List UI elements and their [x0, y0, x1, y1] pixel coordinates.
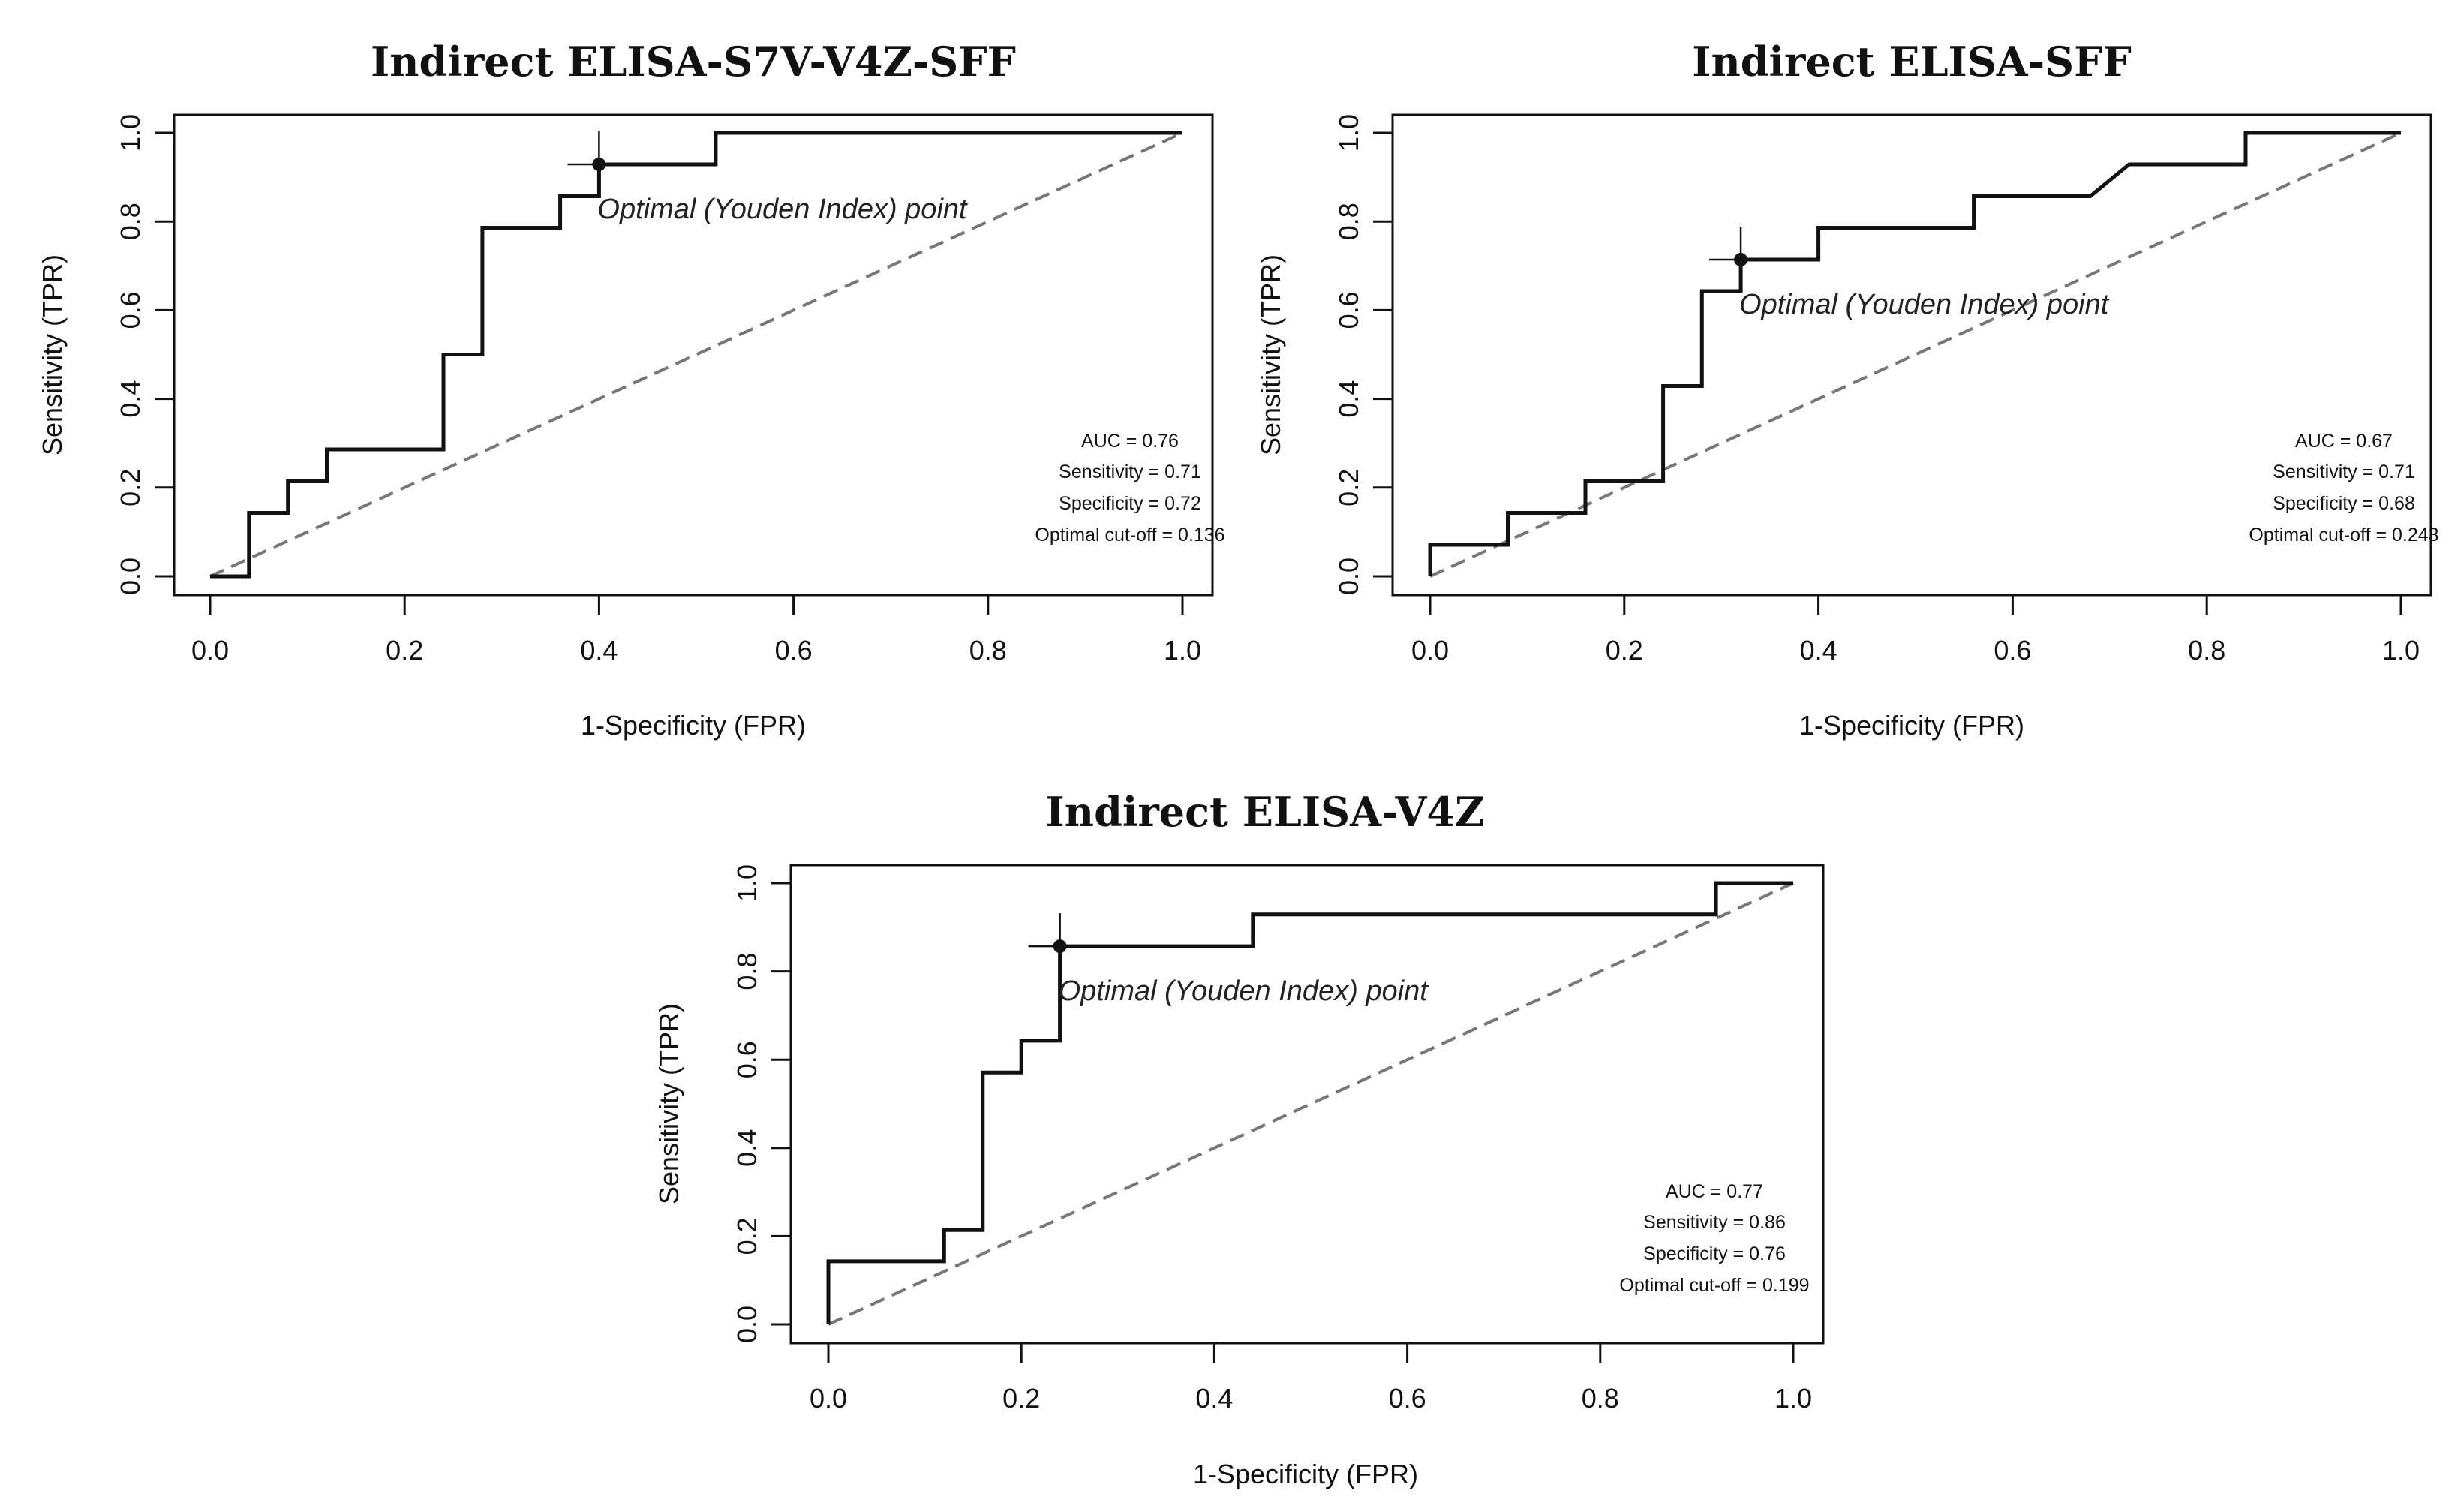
chart-title: Indirect ELISA-V4Z: [1046, 788, 1485, 836]
stat-cutoff: Optimal cut-off = 0.136: [1035, 525, 1224, 546]
x-tick-label: 0.4: [1195, 1383, 1233, 1414]
chart-title: Indirect ELISA-SFF: [1692, 38, 2132, 86]
optimal-point: [1734, 253, 1748, 267]
x-axis-label: 1-Specificity (FPR): [1799, 710, 2024, 741]
y-axis: 0.0 0.2 0.4 0.6 0.8 1.0: [115, 114, 174, 595]
x-axis-label: 1-Specificity (FPR): [1193, 1459, 1418, 1489]
plot-frame: [1391, 113, 2432, 597]
chance-line: [1429, 131, 2402, 578]
y-axis: 0.0 0.2 0.4 0.6 0.8 1.0: [1333, 114, 1393, 595]
stat-sensitivity: Sensitivity = 0.71: [1059, 461, 1201, 482]
y-axis-label: Sensitivity (TPR): [654, 1003, 684, 1204]
y-tick-label: 0.8: [1333, 203, 1364, 240]
y-axis-label: Sensitivity (TPR): [1255, 254, 1286, 455]
x-tick-label: 0.8: [1582, 1383, 1619, 1414]
y-axis-label: Sensitivity (TPR): [37, 254, 68, 455]
y-tick-label: 0.0: [115, 558, 146, 595]
optimal-point-marker: [1709, 227, 1773, 293]
y-tick-label: 0.4: [732, 1129, 762, 1167]
stat-cutoff: Optimal cut-off = 0.199: [1619, 1275, 1809, 1296]
x-axis-label: 1-Specificity (FPR): [581, 710, 806, 741]
optimal-point-marker: [1028, 913, 1092, 980]
stat-sensitivity: Sensitivity = 0.71: [2273, 461, 2415, 482]
y-tick-label: 0.4: [115, 380, 146, 418]
x-tick-label: 0.6: [775, 635, 813, 666]
y-tick-label: 0.6: [732, 1041, 762, 1078]
chance-line: [209, 131, 1183, 578]
y-tick-label: 0.0: [1333, 558, 1364, 595]
y-tick-label: 0.6: [115, 291, 146, 329]
optimal-point: [1053, 939, 1067, 954]
chance-line: [828, 882, 1794, 1326]
plot-frame: [789, 864, 1825, 1345]
y-tick-label: 0.8: [732, 953, 762, 990]
stat-specificity: Specificity = 0.68: [2273, 493, 2415, 514]
x-tick-label: 1.0: [1164, 635, 1201, 666]
stats-box: AUC = 0.67 Sensitivity = 0.71 Specificit…: [2249, 431, 2438, 546]
plot-frame: [173, 113, 1214, 597]
x-tick-label: 0.8: [969, 635, 1007, 666]
y-tick-label: 0.8: [115, 203, 146, 240]
y-tick-label: 1.0: [1333, 114, 1364, 152]
stat-cutoff: Optimal cut-off = 0.243: [2249, 525, 2438, 546]
y-tick-label: 0.0: [732, 1306, 762, 1343]
optimal-point-label: Optimal (Youden Index) point: [1059, 975, 1429, 1007]
stat-sensitivity: Sensitivity = 0.86: [1643, 1212, 1786, 1233]
x-tick-label: 0.0: [810, 1383, 847, 1414]
x-tick-label: 0.0: [191, 635, 229, 666]
roc-curve: [826, 881, 1793, 1324]
chart-panel-v4z: Indirect ELISA-V4Z 0.0 0.2 0.4 0.6 0.8 1.0 0.…: [654, 788, 1825, 1489]
y-axis: 0.0 0.2 0.4 0.6 0.8 1.0: [732, 864, 791, 1343]
x-tick-label: 0.6: [1389, 1383, 1426, 1414]
stats-box: AUC = 0.77 Sensitivity = 0.86 Specificit…: [1619, 1181, 1809, 1296]
x-tick-label: 1.0: [1774, 1383, 1812, 1414]
optimal-point: [592, 157, 606, 171]
stat-auc: AUC = 0.67: [2295, 431, 2393, 452]
x-tick-label: 0.2: [1002, 1383, 1040, 1414]
stat-auc: AUC = 0.77: [1666, 1181, 1763, 1202]
x-tick-label: 0.4: [580, 635, 618, 666]
optimal-point-label: Optimal (Youden Index) point: [1739, 289, 2110, 320]
stat-specificity: Specificity = 0.72: [1059, 493, 1201, 514]
chart-title: Indirect ELISA-S7V-V4Z-SFF: [371, 38, 1016, 86]
chart-panel-s7v-v4z-sff: Indirect ELISA-S7V-V4Z-SFF 0.00.20.40.60…: [37, 38, 1225, 741]
optimal-point-label: Optimal (Youden Index) point: [597, 194, 968, 225]
y-tick-label: 0.4: [1333, 380, 1364, 418]
y-tick-label: 0.2: [115, 469, 146, 507]
stats-box: AUC = 0.76 Sensitivity = 0.71 Specificit…: [1035, 431, 1224, 546]
x-tick-label: 0.0: [1411, 635, 1449, 666]
chart-panel-sff: Indirect ELISA-SFF 0.0 0.2 0.4 0.6 0.8 1.0 0.…: [1255, 38, 2439, 741]
x-tick-label: 0.2: [386, 635, 423, 666]
y-tick-label: 1.0: [115, 114, 146, 152]
y-tick-label: 0.2: [1333, 469, 1364, 507]
x-axis: 0.0 0.2 0.4 0.6 0.8 1.0: [810, 1343, 1812, 1414]
x-axis: 0.0 0.2 0.4 0.6 0.8 1.0: [1411, 595, 2420, 666]
x-tick-label: 0.8: [2188, 635, 2225, 666]
x-tick-label: 0.6: [1994, 635, 2031, 666]
x-tick-label: 0.2: [1606, 635, 1643, 666]
x-tick-label: 0.4: [1800, 635, 1837, 666]
optimal-point-marker: [567, 131, 631, 197]
stat-specificity: Specificity = 0.76: [1643, 1243, 1786, 1264]
x-axis: 0.0 0.2 0.4 0.6 0.8 1.0: [191, 595, 1201, 666]
y-tick-label: 0.2: [732, 1217, 762, 1255]
y-tick-label: 1.0: [732, 864, 762, 902]
stat-auc: AUC = 0.76: [1081, 431, 1179, 452]
x-tick-label: 1.0: [2382, 635, 2420, 666]
y-tick-label: 0.6: [1333, 291, 1364, 329]
